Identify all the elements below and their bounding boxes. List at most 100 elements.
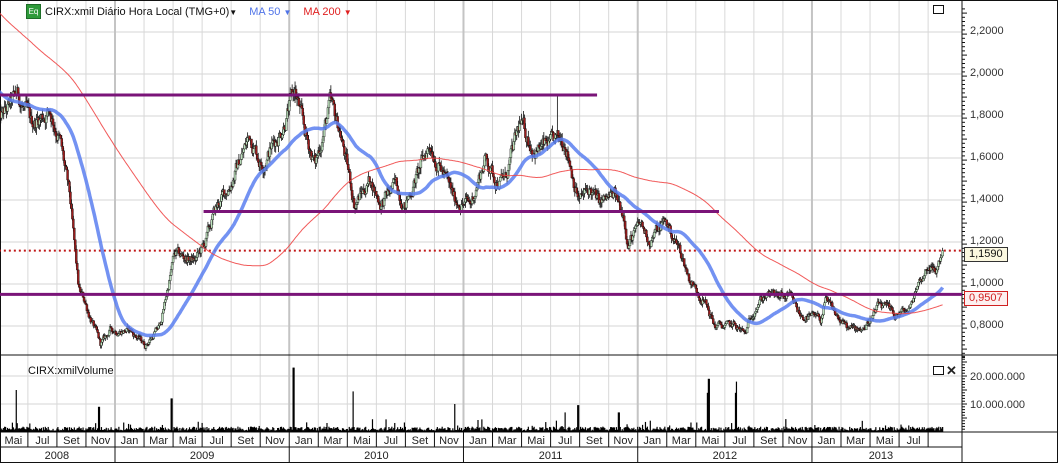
month-label: Mai (701, 435, 719, 447)
volume-pane-title: CIRX:xmilVolume (28, 365, 114, 377)
candle-body (549, 134, 552, 140)
year-label: 2008 (45, 450, 69, 462)
ma50-line (0, 89, 945, 338)
candle-body (493, 176, 496, 184)
chevron-down-icon: ▼ (343, 7, 352, 17)
month-label: Mar (672, 435, 691, 447)
candle-body (688, 280, 692, 284)
month-label: Jul (35, 435, 49, 447)
ma200-line (0, 12, 943, 315)
chart-legend: Eq CIRX:xmil Diário Hora Local (TMG+0)▼ … (26, 4, 352, 19)
last-price-tag: 1,1590 (964, 247, 1008, 262)
equity-badge: Eq (26, 4, 41, 19)
year-label: 2013 (869, 450, 893, 462)
month-label: Jul (384, 435, 398, 447)
price-tick-label: 1,6000 (970, 151, 1004, 163)
candle-body (499, 176, 502, 182)
month-label: Set (412, 435, 429, 447)
symbol-selector[interactable]: CIRX:xmil Diário Hora Local (TMG+0)▼ (45, 6, 237, 18)
candle-body (327, 99, 331, 108)
month-label: Nov (265, 435, 285, 447)
candle-body (82, 297, 86, 302)
month-label: Set (63, 435, 80, 447)
volume-tick-label: 10.000.000 (970, 399, 1025, 411)
candle-body (217, 202, 220, 206)
candle-body (72, 218, 75, 229)
candle-body (255, 145, 258, 155)
month-label: Nov (439, 435, 459, 447)
price-tick-label: 2,0000 (970, 67, 1004, 79)
candle-body (51, 118, 55, 126)
candle-body (414, 174, 418, 184)
candle-body (646, 236, 649, 243)
candle-body (652, 231, 656, 238)
year-label: 2009 (190, 450, 214, 462)
maximize-volume-pane-icon[interactable] (933, 366, 944, 375)
candle-body (168, 275, 172, 281)
candle-body (705, 299, 708, 305)
month-label: Set (760, 435, 777, 447)
year-label: 2010 (364, 450, 388, 462)
maximize-price-pane-icon[interactable] (933, 5, 944, 14)
candle-body (723, 324, 727, 328)
chevron-down-icon: ▼ (229, 7, 238, 17)
candle-body (871, 315, 875, 319)
candle-body (742, 328, 745, 331)
level-price-tag: 0,9507 (964, 291, 1008, 306)
candle-body (531, 149, 534, 156)
candle-body (909, 303, 912, 308)
price-tick-label: 1,8000 (970, 109, 1004, 121)
month-label: Jul (907, 435, 921, 447)
candle-body (242, 148, 245, 153)
month-label: Nov (91, 435, 111, 447)
month-label: Mar (846, 435, 865, 447)
ma200-selector[interactable]: MA 200 ▼ (303, 6, 351, 18)
month-label: Mai (353, 435, 371, 447)
month-label: Set (586, 435, 603, 447)
symbol-label: CIRX:xmil Diário Hora Local (TMG+0) (45, 5, 230, 18)
candle-body (941, 250, 944, 257)
candle-body (325, 118, 329, 124)
price-tick-label: 1,0000 (970, 277, 1004, 289)
month-label: Jan (295, 435, 313, 447)
candle-body (734, 323, 737, 326)
price-tick-label: 1,2000 (970, 235, 1004, 247)
chevron-down-icon: ▼ (283, 7, 292, 17)
month-label: Jan (818, 435, 836, 447)
month-label: Nov (788, 435, 808, 447)
candle-body (368, 176, 371, 183)
candle-body (66, 169, 69, 181)
month-label: Set (237, 435, 254, 447)
candle-body (227, 191, 230, 196)
candle-body (277, 137, 280, 147)
candle-body (161, 312, 164, 323)
candle-body (302, 115, 305, 125)
month-label: Jan (469, 435, 487, 447)
month-label: Mai (179, 435, 197, 447)
candle-body (758, 299, 761, 306)
volume-tick-label: 20.000.000 (970, 371, 1025, 383)
candle-body (524, 128, 527, 138)
candle-body (695, 288, 698, 293)
ma200-label: MA 200 (303, 5, 341, 18)
price-tick-label: 0,8000 (970, 319, 1004, 331)
month-label: Jul (558, 435, 572, 447)
ma50-selector[interactable]: MA 50 ▼ (249, 6, 291, 18)
year-label: 2011 (539, 450, 563, 462)
ma50-label: MA 50 (249, 5, 281, 18)
month-label: Jan (121, 435, 139, 447)
month-label: Nov (613, 435, 633, 447)
candle-body (252, 148, 255, 154)
price-tick-label: 1,4000 (970, 193, 1004, 205)
month-label: Mar (498, 435, 517, 447)
month-label: Jul (210, 435, 224, 447)
close-volume-pane-icon[interactable]: ✕ (946, 363, 957, 378)
month-label: Mar (149, 435, 168, 447)
candle-body (240, 153, 244, 160)
candle-body (73, 227, 76, 241)
candle-body (622, 215, 626, 222)
month-label: Jul (732, 435, 746, 447)
month-label: Mai (876, 435, 894, 447)
year-label: 2012 (713, 450, 737, 462)
